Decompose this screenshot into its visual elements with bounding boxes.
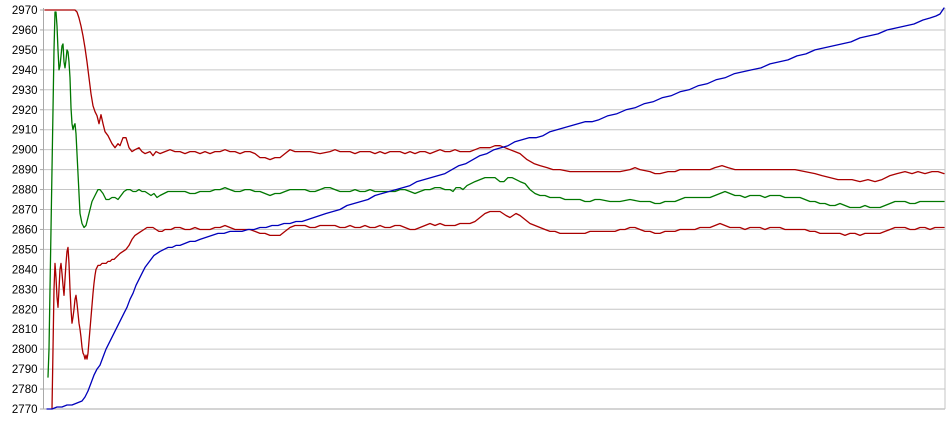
y-tick-label: 2900 xyxy=(12,145,38,157)
series-line-rising-blue xyxy=(46,7,945,410)
y-tick-label: 2820 xyxy=(12,304,38,316)
y-tick-label: 2850 xyxy=(12,244,38,256)
y-tick-label: 2770 xyxy=(12,404,38,416)
y-tick-label: 2790 xyxy=(12,364,38,376)
y-tick-label: 2910 xyxy=(12,125,38,137)
y-tick-label: 2780 xyxy=(12,384,38,396)
y-tick-label: 2930 xyxy=(12,85,38,97)
series-line-middle-green xyxy=(47,11,945,378)
y-tick-label: 2880 xyxy=(12,185,38,197)
y-tick-label: 2840 xyxy=(12,264,38,276)
y-tick-label: 2810 xyxy=(12,324,38,336)
y-tick-label: 2950 xyxy=(12,45,38,57)
y-tick-label: 2830 xyxy=(12,284,38,296)
y-tick-label: 2890 xyxy=(12,165,38,177)
y-tick-label: 2870 xyxy=(12,205,38,217)
series-line-upper-band-red xyxy=(44,9,945,183)
y-tick-label: 2940 xyxy=(12,65,38,77)
y-tick-label: 2970 xyxy=(12,5,38,17)
y-tick-label: 2960 xyxy=(12,25,38,37)
y-tick-label: 2920 xyxy=(12,105,38,117)
y-tick-label: 2800 xyxy=(12,344,38,356)
y-tick-label: 2860 xyxy=(12,224,38,236)
series-line-lower-band-red xyxy=(51,210,945,410)
